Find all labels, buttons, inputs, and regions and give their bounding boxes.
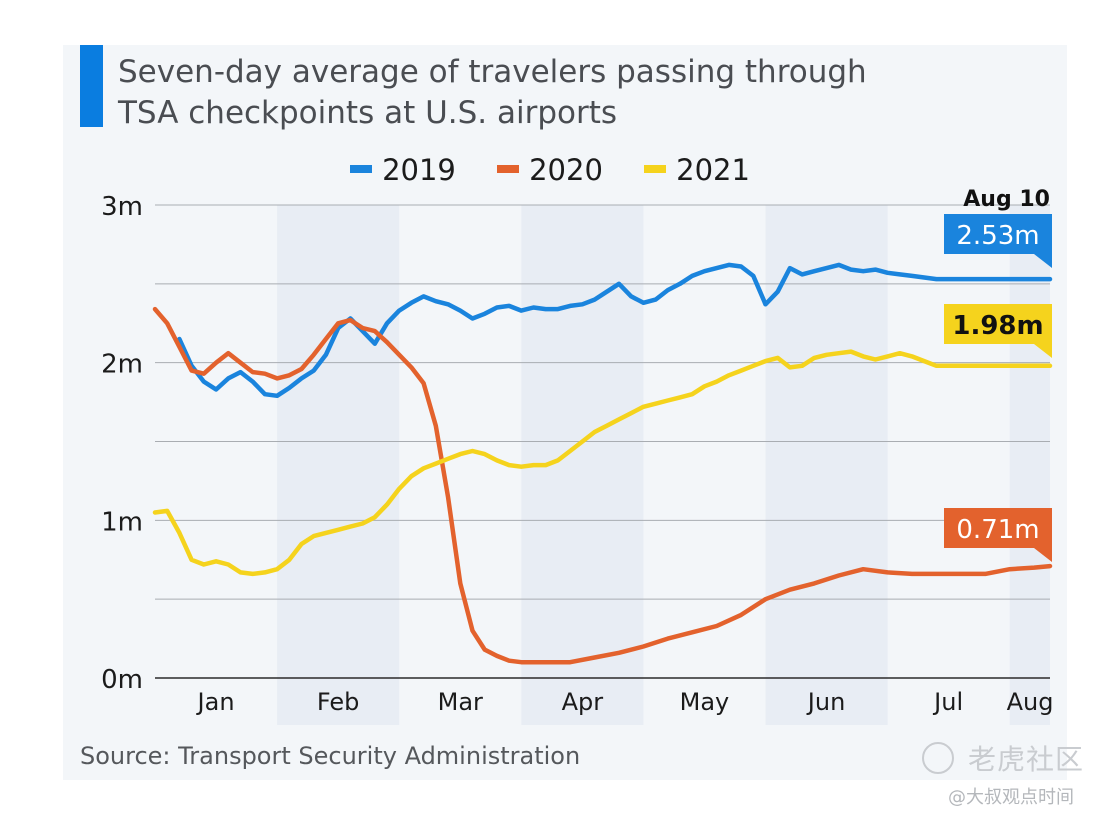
end-label-pointer-2020 (1034, 548, 1052, 562)
series-line-2021 (152, 349, 1053, 577)
legend-item-2020: 2020 (497, 153, 603, 187)
x-tick-label: Jan (196, 688, 235, 716)
month-band-feb (277, 205, 400, 725)
x-tick-label: Jun (806, 688, 846, 716)
legend-swatch-2021 (644, 165, 667, 173)
source-note: Source: Transport Security Administratio… (80, 742, 581, 770)
x-tick-label: Apr (562, 688, 604, 716)
end-value-label-2020: 0.71m (956, 515, 1039, 545)
legend-swatch-2019 (350, 165, 373, 173)
legend: 2019 2020 2021 (0, 153, 1100, 187)
end-label-box-2020 (944, 508, 1052, 548)
month-band-jun (765, 205, 888, 725)
end-label-pointer-2021 (1034, 344, 1052, 358)
x-tick-label: Mar (438, 688, 483, 716)
legend-label-2019: 2019 (382, 153, 456, 187)
end-label-box-2021 (944, 304, 1052, 344)
chart-title-line-2: TSA checkpoints at U.S. airports (118, 95, 618, 131)
title-accent-bar (80, 45, 103, 127)
watermark-logo-icon (922, 742, 954, 774)
end-value-label-2019: 2.53m (956, 221, 1039, 251)
chart-title-line-1: Seven-day average of travelers passing t… (118, 54, 867, 90)
legend-label-2020: 2020 (529, 153, 603, 187)
legend-swatch-2020 (497, 165, 520, 173)
end-label-pointer-2019 (1034, 254, 1052, 268)
chart-title: Seven-day average of travelers passing t… (118, 52, 1018, 134)
x-tick-label: Jul (932, 688, 963, 716)
legend-item-2021: 2021 (644, 153, 750, 187)
legend-item-2019: 2019 (350, 153, 456, 187)
watermark-brand: 老虎社区 (922, 738, 1084, 778)
watermark-handle: @大叔观点时间 (948, 787, 1074, 808)
end-date-annotation: Aug 10 (963, 187, 1050, 212)
y-tick-label: 1m (101, 507, 143, 537)
series-line-2019 (177, 262, 1053, 399)
y-tick-label: 2m (101, 350, 143, 380)
end-label-box-2019 (944, 214, 1052, 254)
watermark-brand-text: 老虎社区 (968, 743, 1085, 776)
y-tick-label: 3m (101, 192, 143, 222)
y-tick-label: 0m (101, 665, 143, 695)
month-band-aug (1009, 205, 1050, 725)
end-value-label-2021: 1.98m (952, 311, 1043, 341)
x-tick-label: Feb (317, 688, 360, 716)
series-line-2020 (152, 306, 1053, 665)
x-tick-label: Aug (1007, 688, 1054, 716)
legend-label-2021: 2021 (676, 153, 750, 187)
x-tick-label: May (680, 688, 730, 716)
